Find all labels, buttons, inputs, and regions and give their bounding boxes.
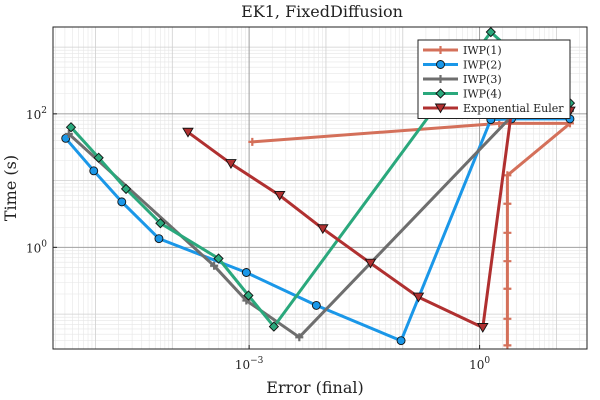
x-axis-title: Error (final) — [266, 378, 363, 397]
data-point — [182, 127, 194, 138]
data-point — [485, 26, 496, 38]
data-point — [241, 268, 251, 277]
data-point — [64, 129, 73, 138]
data-point — [364, 258, 377, 269]
y-tick-label: 100 — [26, 239, 47, 255]
data-point — [117, 197, 127, 207]
data-point — [503, 314, 512, 323]
data-point — [503, 257, 512, 266]
data-point — [503, 228, 512, 237]
tick-layer: 10−3 100 100 102 — [26, 106, 490, 372]
data-point — [503, 199, 512, 208]
legend-swatch-marker — [435, 88, 446, 99]
data-point — [311, 300, 321, 310]
legend-swatch-marker — [436, 46, 445, 54]
data-point — [503, 171, 512, 180]
data-point — [93, 152, 104, 163]
data-point — [503, 341, 512, 350]
data-point — [412, 292, 425, 303]
legend-label: IWP(4) — [463, 88, 502, 101]
series-line — [64, 117, 572, 343]
data-point — [154, 234, 164, 244]
plot-frame — [52, 26, 588, 350]
data-point — [243, 290, 254, 301]
data-point — [268, 321, 280, 332]
chart-title: EK1, FixedDiffusion — [241, 2, 403, 21]
legend-label: IWP(2) — [463, 59, 502, 72]
data-point — [295, 333, 304, 342]
series-2 — [61, 114, 575, 346]
data-point — [317, 224, 329, 235]
legend-swatch-marker — [434, 103, 447, 114]
y-tick-label: 102 — [26, 106, 47, 122]
data-point — [476, 323, 489, 333]
legend-label: IWP(3) — [463, 73, 502, 86]
data-point — [213, 253, 224, 264]
data-point — [273, 190, 286, 201]
x-tick-label: 10−3 — [235, 356, 264, 372]
series-4 — [65, 26, 576, 332]
series-line — [250, 121, 572, 347]
legend-swatch-marker — [436, 75, 445, 83]
legend: IWP(1) IWP(2)IWP(3) IWP(4)Exponential Eule… — [417, 39, 571, 119]
data-point — [155, 218, 166, 229]
data-point — [225, 159, 237, 169]
data-point — [248, 137, 257, 146]
legend-swatch-marker — [436, 60, 445, 69]
data-point — [396, 336, 406, 346]
x-tick-label: 100 — [469, 356, 490, 372]
data-point — [89, 166, 99, 176]
data-point — [65, 122, 77, 133]
data-point — [503, 284, 512, 293]
legend-label: IWP(1) — [463, 44, 502, 57]
legend-label: Exponential Euler — [463, 102, 564, 115]
data-point — [120, 183, 132, 195]
data-point — [210, 261, 219, 270]
y-axis-title: Time (s) — [1, 155, 20, 221]
